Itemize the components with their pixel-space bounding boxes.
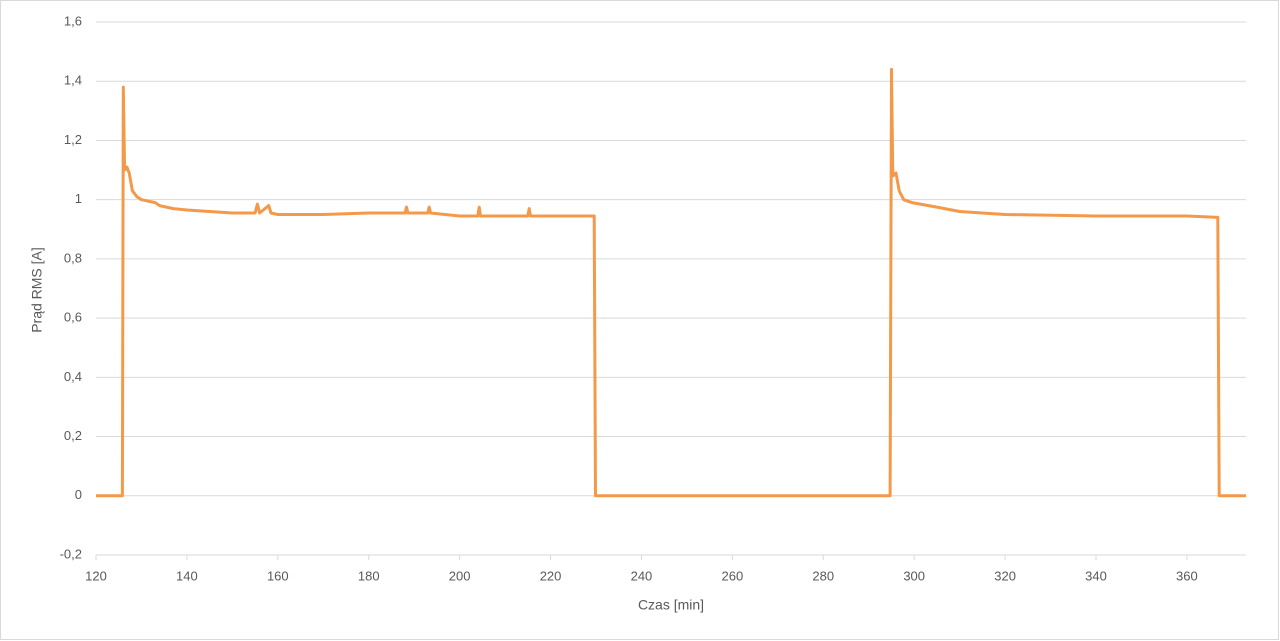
- y-tick-label: 0,8: [64, 250, 82, 265]
- y-tick-label: 0: [75, 487, 82, 502]
- x-tick-label: 340: [1085, 568, 1107, 583]
- x-tick-label: 320: [994, 568, 1016, 583]
- x-tick-label: 260: [722, 568, 744, 583]
- y-tick-label: 1,2: [64, 132, 82, 147]
- y-tick-label: 0,4: [64, 369, 82, 384]
- data-line: [96, 67, 1246, 498]
- y-tick-label: -0,2: [60, 546, 82, 561]
- y-tick-label: 1,4: [64, 73, 82, 88]
- y-tick-label: 1,6: [64, 13, 82, 28]
- x-tick-label: 240: [631, 568, 653, 583]
- x-tick-label: 220: [540, 568, 562, 583]
- x-tick-label: 200: [449, 568, 471, 583]
- y-tick-label: 1: [75, 191, 82, 206]
- y-tick-label: 0,6: [64, 310, 82, 325]
- x-tick-label: 140: [176, 568, 198, 583]
- y-axis-title: Prąd RMS [A]: [29, 247, 45, 333]
- x-tick-label: 120: [85, 568, 107, 583]
- y-tick-label: 0,2: [64, 428, 82, 443]
- x-tick-label: 280: [812, 568, 834, 583]
- x-tick-label: 300: [903, 568, 925, 583]
- x-tick-label: 360: [1176, 568, 1198, 583]
- x-tick-label: 160: [267, 568, 289, 583]
- x-tick-label: 180: [358, 568, 380, 583]
- x-axis-title: Czas [min]: [638, 597, 704, 613]
